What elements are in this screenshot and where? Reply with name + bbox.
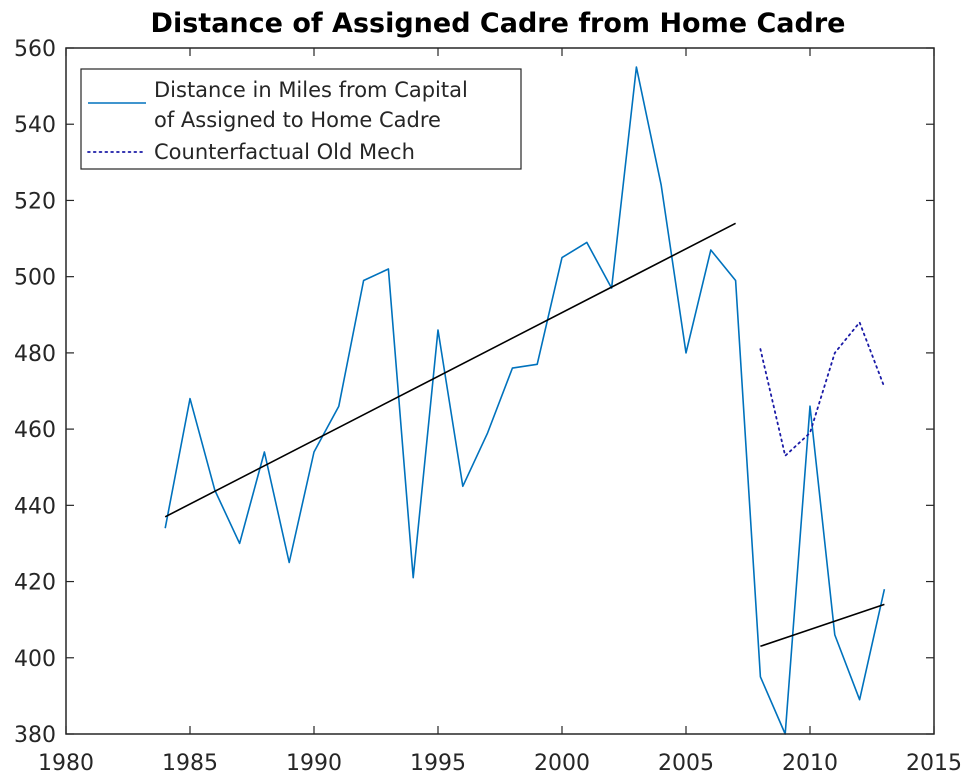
x-tick-label: 2000 — [534, 751, 590, 776]
x-tick-label: 2010 — [782, 751, 838, 776]
x-tick-label: 2015 — [906, 751, 962, 776]
legend-box — [80, 68, 522, 170]
y-tick-label: 560 — [14, 37, 56, 62]
series-line-1 — [759, 321, 886, 457]
y-tick-label: 420 — [14, 571, 56, 596]
y-tick-label: 500 — [14, 266, 56, 291]
y-tick-label: 480 — [14, 342, 56, 367]
legend-label-distance: Distance in Miles from Capital — [154, 78, 468, 102]
y-tick-label: 380 — [14, 723, 56, 748]
series-line-2 — [164, 222, 736, 518]
chart-title: Distance of Assigned Cadre from Home Cad… — [151, 8, 846, 39]
series-line-0 — [164, 66, 886, 735]
x-tick-label: 1985 — [162, 751, 218, 776]
y-tick-label: 540 — [14, 113, 56, 138]
legend-label-distance: of Assigned to Home Cadre — [154, 108, 441, 132]
x-tick-label: 1980 — [38, 751, 94, 776]
axes-box — [65, 47, 935, 735]
series-layer — [164, 66, 886, 735]
legend: Distance in Miles from Capital of Assigne… — [80, 68, 522, 170]
x-tick-label: 1990 — [286, 751, 342, 776]
legend-label-counterfactual: Counterfactual Old Mech — [154, 140, 415, 164]
y-tick-label: 400 — [14, 647, 56, 672]
y-tick-label: 440 — [14, 494, 56, 519]
y-tick-label: 520 — [14, 189, 56, 214]
x-tick-label: 1995 — [410, 751, 466, 776]
y-tick-label: 460 — [14, 418, 56, 443]
axes-layer: 1980 1985 1990 1995 2000 2005 2010 2015 380 400 42… — [14, 37, 962, 776]
series-line-3 — [760, 603, 885, 648]
x-tick-label: 2005 — [658, 751, 714, 776]
